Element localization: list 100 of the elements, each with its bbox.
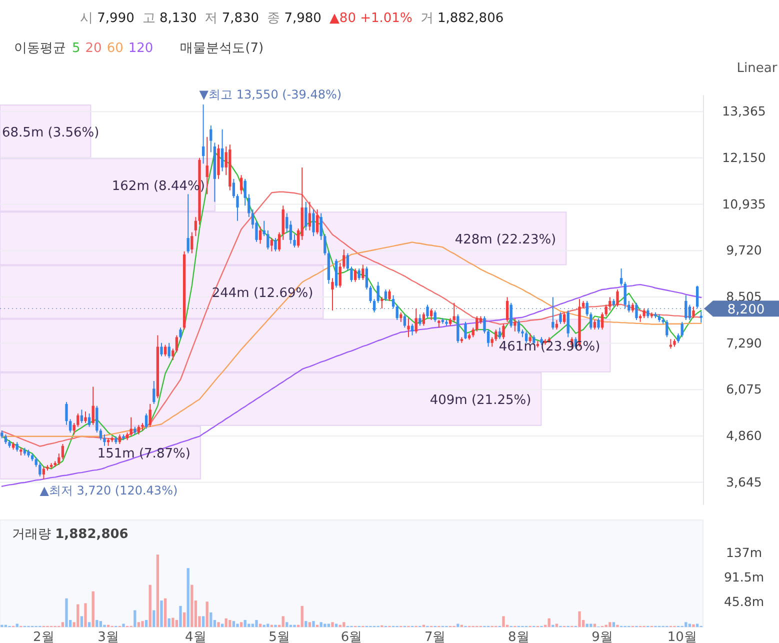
- candlestick: [34, 456, 38, 468]
- text: 고 8,130: [142, 11, 197, 26]
- candlestick: [172, 348, 174, 361]
- candlestick: [350, 266, 353, 282]
- y-tick-label: 137m: [726, 544, 762, 560]
- candlestick: [452, 302, 456, 322]
- candlestick: [316, 208, 319, 235]
- x-tick-label: 4월: [185, 630, 206, 643]
- text: ▲80 +1.01%: [329, 11, 412, 26]
- candlestick: [376, 281, 380, 304]
- candlestick: [510, 302, 512, 328]
- candlestick: [464, 321, 467, 340]
- candlestick: [210, 125, 212, 153]
- bar: [578, 611, 581, 627]
- bar: [99, 621, 102, 627]
- candlestick: [502, 323, 505, 340]
- bar: [320, 622, 322, 627]
- bar: [76, 604, 80, 627]
- candlestick: [258, 226, 262, 244]
- candlestick: [692, 306, 695, 319]
- candlestick: [646, 308, 650, 319]
- candlestick: [620, 268, 623, 286]
- candlestick: [358, 268, 360, 280]
- annotation: ▲최저 3,720 (120.43%): [40, 483, 178, 498]
- candlestick: [130, 416, 132, 437]
- line-series: [1, 284, 702, 487]
- candlestick: [403, 314, 406, 328]
- text: 저 7,830: [204, 11, 260, 26]
- text: 거래량 1,882,806: [12, 527, 128, 542]
- candlestick: [684, 294, 688, 321]
- bar: [240, 622, 243, 627]
- candlestick: [476, 316, 478, 332]
- bar: [92, 591, 94, 627]
- candlestick: [38, 462, 42, 477]
- bar: [182, 612, 186, 627]
- bar: [608, 622, 612, 627]
- text: 거 1,882,806: [420, 11, 504, 26]
- candlestick: [472, 327, 474, 338]
- bar: [175, 620, 178, 627]
- candlestick: [320, 212, 322, 240]
- legend: 이동평균 5 20 60 120: [14, 41, 154, 56]
- bar: [612, 622, 616, 627]
- data-label: 409m (21.25%): [430, 393, 532, 408]
- bar: [255, 620, 258, 627]
- candlestick: [240, 174, 243, 195]
- y-tick-label: 3,645: [726, 474, 762, 490]
- candlestick: [324, 234, 326, 256]
- candlestick: [384, 289, 388, 302]
- bar: [190, 584, 194, 627]
- bar: [168, 618, 170, 627]
- candlestick: [65, 402, 68, 426]
- candlestick: [608, 296, 612, 311]
- bar: [282, 616, 284, 627]
- bar: [548, 618, 550, 627]
- candlestick: [700, 310, 702, 324]
- x-tick-label: 6월: [340, 630, 362, 643]
- bar: [228, 620, 232, 627]
- candlestick: [426, 304, 429, 319]
- candlestick: [331, 278, 334, 311]
- candlestick: [616, 289, 619, 308]
- candlestick: [168, 342, 170, 359]
- ref-line-label: 8,200: [727, 302, 765, 318]
- candlestick: [414, 308, 418, 334]
- candlestick: [430, 308, 433, 321]
- y-tick-label: 8,505: [726, 288, 762, 304]
- candlestick: [202, 104, 205, 164]
- candlestick: [666, 320, 668, 338]
- x-tick-label: 10월: [667, 630, 697, 643]
- candlestick: [248, 194, 250, 218]
- candlestick: [312, 208, 315, 237]
- candlestick: [4, 434, 8, 444]
- y-tick-label: 6,075: [726, 382, 762, 397]
- bar: [300, 606, 304, 627]
- y-tick-label: 9,720: [726, 242, 762, 258]
- candlestick: [506, 296, 509, 322]
- candlestick: [669, 338, 672, 350]
- y-tick-label: 91.5m: [724, 570, 764, 585]
- candlestick: [164, 344, 167, 357]
- y-tick-label: 4,860: [726, 428, 762, 443]
- text: 시 7,990: [80, 11, 134, 26]
- bar: [502, 616, 505, 627]
- bar: [88, 622, 91, 627]
- candlestick: [76, 412, 80, 428]
- candlestick: [392, 294, 395, 310]
- bar: [342, 622, 346, 627]
- candlestick: [597, 318, 600, 330]
- bar: [224, 618, 228, 627]
- y-tick-label: 10,935: [722, 196, 766, 212]
- candlestick: [206, 136, 208, 195]
- candlestick: [84, 411, 87, 424]
- candlestick: [562, 312, 566, 324]
- bar: [156, 554, 160, 627]
- bar: [61, 622, 64, 627]
- candlestick: [566, 310, 570, 338]
- candlestick: [342, 248, 346, 270]
- annotation: ▼최고 13,550 (-39.48%): [199, 88, 342, 102]
- candlestick: [80, 409, 84, 424]
- candlestick: [369, 285, 372, 304]
- candlestick: [72, 422, 76, 435]
- candlestick: [494, 329, 498, 342]
